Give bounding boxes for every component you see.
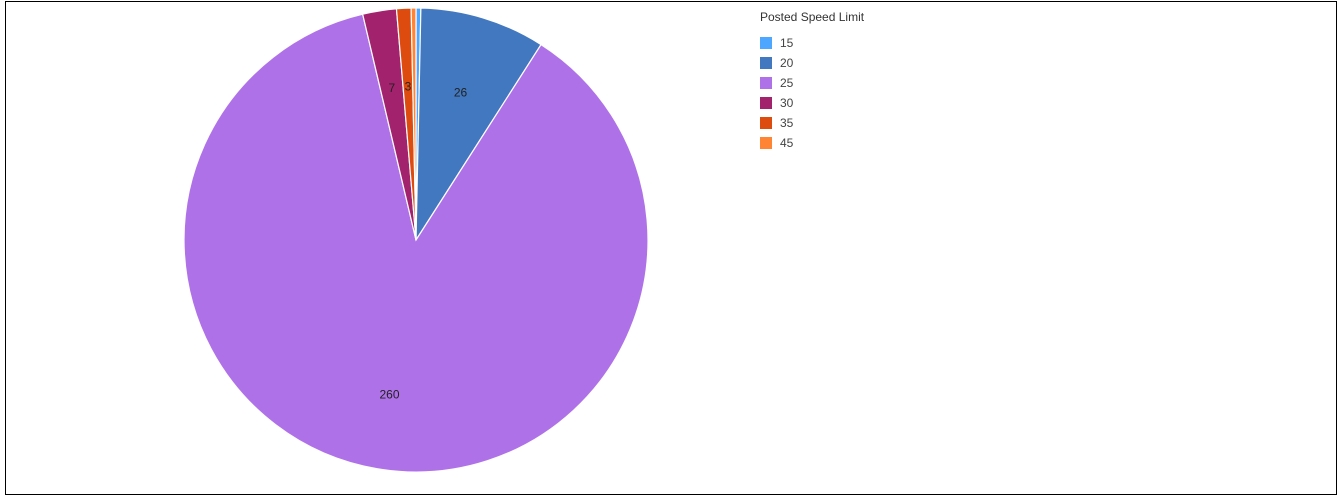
legend-swatch	[760, 137, 772, 149]
pie-slice-25[interactable]	[183, 13, 649, 473]
data-label-20: 26	[454, 86, 468, 100]
legend-item-30[interactable]: 30	[760, 93, 864, 113]
data-label-35: 3	[405, 79, 412, 93]
legend-item-35[interactable]: 35	[760, 113, 864, 133]
legend-item-45[interactable]: 45	[760, 133, 864, 153]
legend-item-25[interactable]: 25	[760, 73, 864, 93]
legend-item-20[interactable]: 20	[760, 53, 864, 73]
legend-swatch	[760, 37, 772, 49]
legend-item-15[interactable]: 15	[760, 33, 864, 53]
legend-items: 15 20 25 30 35 45	[760, 33, 864, 153]
data-label-25: 260	[380, 388, 400, 402]
legend-label: 20	[780, 56, 794, 70]
legend-label: 15	[780, 36, 794, 50]
legend: Posted Speed Limit 15 20 25 30 35 45	[760, 10, 864, 153]
legend-title: Posted Speed Limit	[760, 10, 865, 24]
legend-swatch	[760, 57, 772, 69]
legend-label: 45	[780, 136, 794, 150]
pie-slice-45[interactable]	[410, 7, 417, 241]
legend-label: 30	[780, 96, 794, 110]
legend-swatch	[760, 77, 772, 89]
legend-label: 25	[780, 76, 794, 90]
legend-label: 35	[780, 116, 794, 130]
pie-slice-20[interactable]	[415, 7, 542, 243]
pie-chart: 26 260 7 3	[183, 7, 649, 473]
data-label-30: 7	[389, 81, 396, 95]
chart-frame: 26 260 7 3 Posted Speed Limit 15 20 25 30 35 45	[5, 1, 1337, 495]
legend-swatch	[760, 97, 772, 109]
legend-swatch	[760, 117, 772, 129]
